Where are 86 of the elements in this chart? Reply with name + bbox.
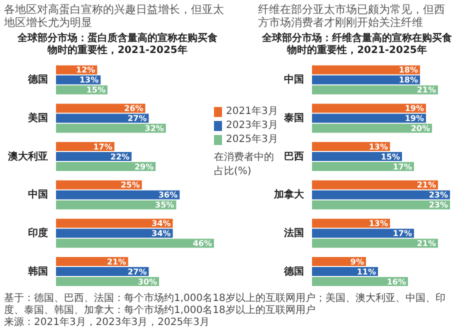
legend-label: 2021年3月 [226, 105, 278, 119]
data-label: 20% [410, 124, 430, 133]
bar [56, 162, 156, 172]
data-label: 16% [386, 277, 406, 286]
data-label: 13% [368, 219, 388, 228]
chart-subtitle: 全球部分市场：纤维含量高的宣称在购买食物时的重要性，2021-2025年 [262, 33, 452, 57]
data-label: 36% [158, 190, 178, 200]
data-label: 15% [380, 152, 400, 162]
data-label: 17% [392, 229, 412, 238]
y-tick-label: 加拿大 [273, 188, 305, 201]
bar [312, 218, 390, 228]
y-tick-label: 澳大利亚 [7, 150, 48, 162]
data-label: 21% [416, 239, 436, 248]
bar [56, 200, 176, 210]
bar [56, 277, 160, 286]
data-label: 27% [128, 267, 147, 276]
bar [56, 267, 149, 276]
data-label: 27% [128, 114, 147, 123]
y-tick-label: 印度 [28, 227, 48, 240]
text: 基于：德国、巴西、法国：每个市场约1,000名18岁以上的互联网用户；美国、澳大利亚、中国、印度、泰国、韩国、加拿大：每个市场约1,000名18岁以上的互联网用户 [4, 293, 446, 316]
y-tick-label: 法国 [283, 227, 304, 240]
data-label: 21% [416, 86, 436, 95]
data-label: 34% [152, 219, 171, 228]
bar [312, 180, 438, 190]
data-label: 17% [93, 142, 112, 152]
data-label: 22% [110, 152, 130, 162]
bar [312, 228, 414, 238]
bar [312, 124, 432, 133]
bar [56, 180, 142, 190]
data-label: 13% [79, 76, 99, 85]
legend-label: 2025年3月 [226, 133, 278, 147]
data-label: 9% [350, 257, 364, 266]
y-tick-label: 美国 [27, 112, 48, 124]
data-label: 35% [155, 200, 174, 210]
bar [312, 142, 390, 152]
data-label: 23% [428, 190, 448, 200]
data-label: 19% [404, 104, 424, 113]
bar [56, 124, 166, 133]
y-tick-label: 巴西 [284, 151, 304, 162]
bar [312, 200, 450, 210]
bar [312, 114, 426, 123]
data-label: 17% [392, 162, 412, 172]
data-label: 30% [138, 277, 158, 286]
chart-subtitle: 全球部分市场：蛋白质含量高的宣称在购买食物时的重要性，2021-2025年 [16, 33, 218, 57]
bar [56, 228, 173, 238]
data-label: 25% [120, 180, 140, 190]
data-label: 15% [86, 86, 106, 95]
y-tick-label: 泰国 [283, 112, 304, 124]
bar [312, 277, 408, 286]
data-label: 18% [398, 76, 418, 85]
data-label: 34% [152, 229, 171, 238]
data-label: 18% [398, 66, 418, 75]
legend-title: 在消费者中的占比(%) [214, 151, 275, 179]
bar [56, 238, 214, 248]
bar [312, 162, 414, 172]
chart-title: 各地区对高蛋白宣称的兴趣日益增长，但亚太地区增长尤为明显 [4, 3, 224, 29]
source-note: 来源：2021年3月，2023年3月，2025年3月 [4, 317, 210, 329]
data-label: 29% [134, 162, 154, 172]
bar [56, 114, 149, 123]
bar [312, 85, 438, 94]
y-tick-label: 德国 [27, 74, 48, 86]
bar [312, 190, 450, 200]
legend-label: 2023年3月 [226, 119, 278, 133]
y-tick-label: 中国 [28, 188, 48, 201]
bar [312, 238, 438, 248]
y-tick-label: 中国 [284, 74, 304, 86]
data-label: 23% [428, 200, 448, 210]
bar [312, 75, 420, 84]
data-label: 26% [124, 104, 144, 113]
data-label: 11% [356, 267, 376, 276]
data-label: 12% [76, 66, 96, 75]
bar [56, 104, 146, 113]
y-tick-label: 德国 [283, 265, 304, 278]
y-tick-label: 韩国 [27, 265, 48, 278]
bar [312, 104, 426, 113]
bar [312, 65, 420, 74]
data-label: 21% [416, 180, 436, 190]
bar [312, 152, 402, 162]
data-label: 46% [192, 239, 212, 248]
data-label: 32% [144, 124, 164, 133]
data-label: 13% [368, 142, 388, 152]
chart-title: 纤维在部分亚太市场已颇为常见，但西方市场消费者才刚刚开始关注纤维 [258, 3, 446, 29]
bar [56, 218, 173, 228]
data-label: 19% [404, 114, 424, 123]
data-label: 21% [106, 257, 126, 266]
bar [56, 190, 180, 200]
